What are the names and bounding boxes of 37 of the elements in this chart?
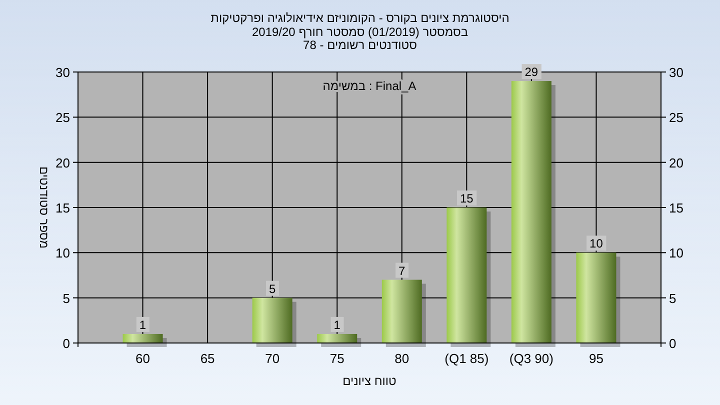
x-tick-label: 80: [394, 351, 410, 366]
y2-tick-label: 0: [669, 336, 676, 351]
data-label: 1: [139, 318, 146, 332]
data-label: 10: [590, 236, 604, 251]
data-label: 1: [334, 318, 341, 332]
x-tick-label: 65: [200, 351, 215, 366]
y-tick-label: 20: [56, 155, 70, 170]
data-label: 15: [456, 190, 477, 206]
y-tick-label: 25: [56, 110, 70, 126]
data-label: 7: [398, 264, 406, 278]
data-label: 5: [268, 282, 276, 296]
y-tick-label: 5: [62, 290, 70, 306]
x-tick-label: 95: [588, 351, 604, 366]
y-axis-title: מספר סטודנטים: [37, 166, 51, 249]
x-tick-label: (Q1 85): [444, 351, 489, 366]
y2-tick-label: 5: [669, 290, 676, 306]
data-label: 10: [586, 236, 606, 251]
y-tick-label: 10: [56, 246, 70, 261]
x-tick-label: (Q3 90): [509, 351, 554, 366]
data-label: 7: [396, 262, 409, 278]
y2-tick-label: 10: [669, 246, 684, 261]
y-tick-label: 15: [56, 200, 70, 216]
x-tick-label: 75: [330, 351, 344, 366]
y-tick-label: 0: [62, 336, 70, 351]
data-label: 29: [524, 65, 538, 80]
x-tick-label: 60: [136, 351, 150, 366]
y2-tick-label: 30: [669, 65, 684, 80]
y-tick-label: 30: [56, 65, 70, 80]
chart-subtitle: בסמסטר (01/2019) סמסטר חורף 2019/20 סטודנטים רשומים - 78: [252, 25, 468, 52]
y2-tick-label: 25: [669, 110, 684, 126]
chart-title: היסטוגרמת ציונים בקורס - הקומוניזם אידיאולוגיה ופרקטיקות: [210, 11, 510, 25]
x-tick-label: 70: [265, 351, 280, 366]
y2-tick-label: 20: [669, 155, 684, 170]
x-axis-title: טווח ציונים: [342, 374, 397, 388]
data-label: 29: [522, 64, 542, 80]
y2-tick-label: 15: [669, 200, 684, 216]
data-label: 15: [460, 192, 474, 206]
